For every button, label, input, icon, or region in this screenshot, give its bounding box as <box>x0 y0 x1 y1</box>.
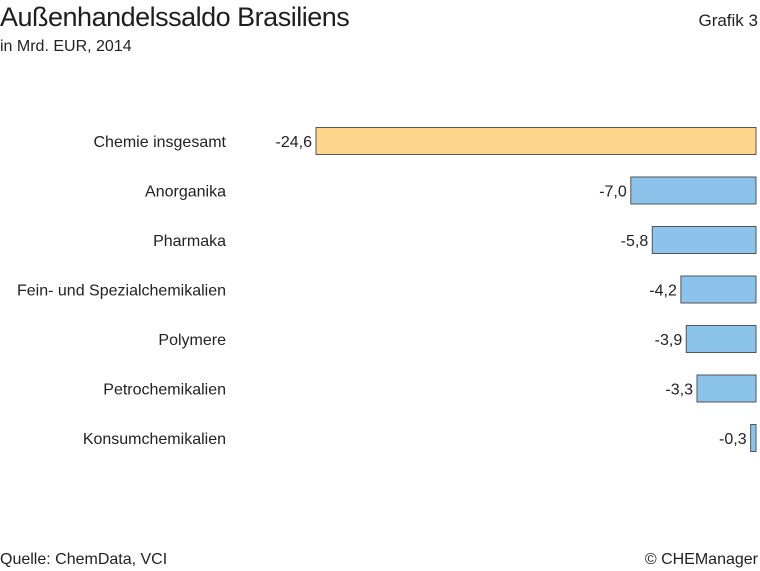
chart-title: Außenhandelssaldo Brasiliens <box>0 2 350 32</box>
bar <box>696 374 757 403</box>
value-label: -0,3 <box>719 431 747 448</box>
graphic-number-label: Grafik 3 <box>698 11 758 30</box>
bar <box>685 325 757 353</box>
value-label: -5,8 <box>621 233 649 250</box>
bar <box>630 176 757 205</box>
category-label: Pharmaka <box>153 233 226 250</box>
value-label: -3,3 <box>665 382 693 399</box>
category-label: Anorganika <box>145 184 226 201</box>
bar <box>750 424 757 452</box>
bar <box>680 275 757 304</box>
category-label: Petrochemikalien <box>103 382 226 399</box>
value-label: -3,9 <box>655 332 683 349</box>
value-label: -4,2 <box>649 283 677 300</box>
category-label: Polymere <box>158 332 226 349</box>
value-label: -7,0 <box>599 184 627 201</box>
category-label: Fein- und Spezialchemikalien <box>17 283 226 300</box>
bar <box>651 226 757 254</box>
bar <box>315 127 757 155</box>
source-note: Quelle: ChemData, VCI <box>0 551 168 568</box>
chart-subtitle: in Mrd. EUR, 2014 <box>0 38 132 55</box>
category-label: Chemie insgesamt <box>94 134 227 151</box>
category-label: Konsumchemikalien <box>83 431 226 448</box>
copyright-note: © CHEManager <box>644 551 758 568</box>
value-label: -24,6 <box>276 134 313 151</box>
